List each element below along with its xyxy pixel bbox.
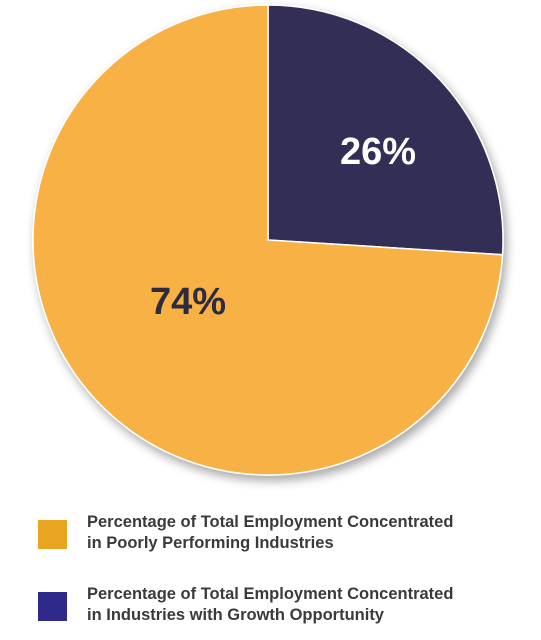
pie-chart-svg: 26% 74% <box>32 4 504 476</box>
pie-slice-labels: 26% 74% <box>150 131 416 323</box>
legend-label-growth-opportunity: Percentage of Total Employment Concentra… <box>87 584 537 626</box>
pie-chart: 26% 74% <box>32 4 504 476</box>
legend-item-poorly-performing: Percentage of Total Employment Concentra… <box>38 512 538 560</box>
pie-slices <box>32 4 504 476</box>
pie-slice-label: 74% <box>150 281 226 323</box>
legend-label-line: in Poorly Performing Industries <box>87 534 334 552</box>
legend-label-line: Percentage of Total Employment Concentra… <box>87 513 454 531</box>
legend-label-poorly-performing: Percentage of Total Employment Concentra… <box>87 512 537 554</box>
legend-label-line: in Industries with Growth Opportunity <box>87 606 384 624</box>
legend-swatch-poorly-performing <box>38 520 67 549</box>
legend-item-growth-opportunity: Percentage of Total Employment Concentra… <box>38 584 538 632</box>
pie-slice-label: 26% <box>340 131 416 173</box>
legend-label-line: Percentage of Total Employment Concentra… <box>87 585 454 603</box>
legend-swatch-growth-opportunity <box>38 592 67 621</box>
pie-slice-74pct <box>32 4 504 476</box>
pie-slice-26pct <box>267 4 504 256</box>
